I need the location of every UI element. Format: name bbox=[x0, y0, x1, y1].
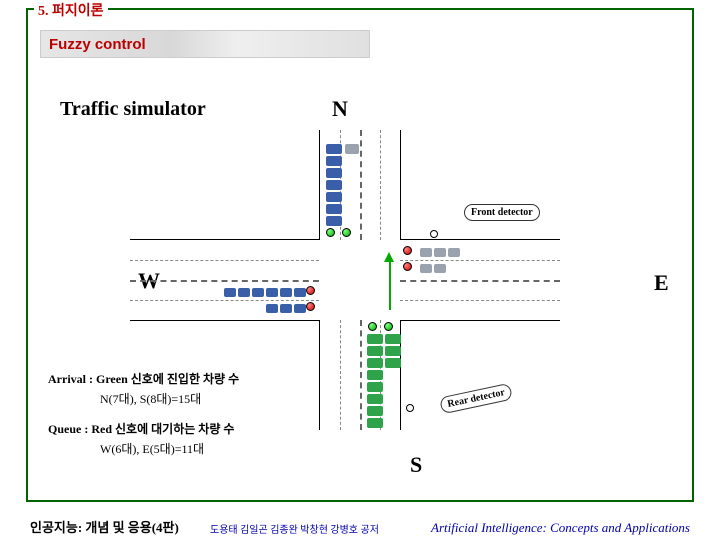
front-detector-callout: Front detector bbox=[464, 204, 540, 221]
traffic-light-green bbox=[326, 228, 335, 237]
queue-north bbox=[326, 144, 342, 226]
car bbox=[345, 144, 359, 154]
traffic-light-green bbox=[342, 228, 351, 237]
traffic-light-red bbox=[403, 262, 412, 271]
queue-south bbox=[367, 334, 383, 428]
simulator-title: Traffic simulator bbox=[60, 98, 206, 121]
arrow-icon bbox=[389, 260, 391, 310]
queue-east bbox=[420, 248, 460, 257]
footer-right: Artificial Intelligence: Concepts and Ap… bbox=[431, 520, 690, 536]
queue-east-lane2 bbox=[420, 264, 446, 273]
queue-west bbox=[224, 288, 306, 297]
arrival-values: N(7대), S(8대)=15대 bbox=[100, 390, 201, 407]
sensor-front bbox=[430, 230, 438, 238]
queue-label: Queue : Red 신호에 대기하는 차량 수 bbox=[48, 420, 234, 437]
section-title: Fuzzy control bbox=[49, 36, 146, 53]
footer-left: 인공지능: 개념 및 응용(4판) bbox=[30, 517, 179, 536]
traffic-light-red bbox=[403, 246, 412, 255]
queue-west-lane2 bbox=[266, 304, 306, 313]
arrow-head-icon bbox=[384, 252, 394, 262]
direction-north: N bbox=[332, 96, 348, 122]
section-header: Fuzzy control bbox=[40, 30, 370, 58]
queue-values: W(6대), E(5대)=11대 bbox=[100, 440, 204, 457]
queue-south-lane2 bbox=[385, 334, 401, 368]
chapter-title: 5. 퍼지이론 bbox=[34, 0, 108, 20]
sensor-rear bbox=[406, 404, 414, 412]
traffic-light-green bbox=[384, 322, 393, 331]
footer-mid: 도용태 김일곤 김종완 박창현 강병호 공저 bbox=[210, 521, 379, 536]
traffic-light-red bbox=[306, 286, 315, 295]
traffic-light-red bbox=[306, 302, 315, 311]
direction-east: E bbox=[654, 270, 669, 296]
arrival-label: Arrival : Green 신호에 진입한 차량 수 bbox=[48, 370, 239, 387]
direction-south: S bbox=[410, 452, 422, 478]
traffic-light-green bbox=[368, 322, 377, 331]
